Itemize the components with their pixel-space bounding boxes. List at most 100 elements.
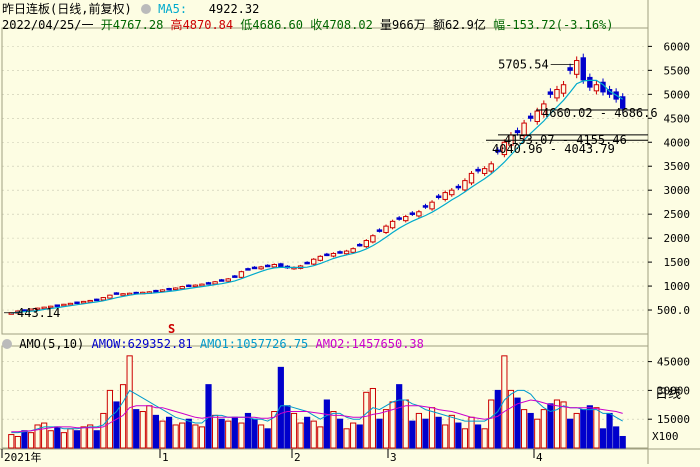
price-tick-label: 2500	[664, 208, 691, 221]
volume-bar	[474, 424, 482, 449]
volume-bar	[27, 432, 35, 449]
candle-body	[350, 248, 356, 253]
candle-body	[587, 76, 593, 88]
volume-bar	[146, 405, 153, 449]
volume-bar	[80, 426, 87, 449]
ma5-label: MA5:	[158, 2, 188, 16]
amo2-label: AMO2:	[315, 337, 352, 351]
low-label: 低	[240, 18, 253, 32]
volume-bar	[87, 424, 94, 449]
candle-body	[383, 225, 389, 233]
candle-body	[554, 89, 560, 99]
volume-bar	[488, 399, 495, 449]
volume-bar	[54, 426, 61, 449]
candle-body	[620, 96, 626, 109]
candle-body	[541, 103, 547, 115]
info-circle-icon[interactable]	[140, 4, 151, 14]
s-marker: S	[168, 322, 175, 336]
volume-bar	[396, 384, 403, 449]
candle-body	[488, 163, 494, 172]
volume-bar	[258, 424, 265, 449]
volume-bar	[435, 416, 442, 449]
period-label: 日线	[655, 387, 681, 402]
volume-bar	[244, 412, 252, 449]
volume-bar	[8, 434, 15, 449]
price-tick-label: 5000	[664, 88, 691, 101]
info-circle-icon[interactable]	[2, 339, 12, 349]
amo-indicator[interactable]: AMO(5,10)	[19, 337, 85, 351]
volume-bar	[218, 418, 225, 449]
candle-body	[153, 289, 159, 293]
volume-bar	[323, 399, 330, 449]
candle-body	[527, 115, 534, 119]
candle-body	[179, 286, 185, 290]
candle-body	[396, 217, 402, 220]
volume-bar	[126, 355, 133, 449]
close-label: 收	[310, 18, 323, 32]
candle-body	[304, 261, 310, 265]
volume-bar	[251, 418, 258, 449]
axes: 6000550050004500400035003000250020001500…	[1, 40, 691, 464]
vol-value: 966万	[392, 18, 426, 32]
candle-body	[192, 284, 199, 288]
price-panel-frame	[1, 27, 649, 335]
volume-bar	[376, 418, 383, 449]
volume-bar	[461, 428, 469, 449]
candle-body	[264, 264, 271, 268]
candle-body	[74, 301, 80, 305]
volume-bar	[106, 389, 114, 449]
volume-bar	[468, 416, 475, 449]
volume-bar	[60, 432, 67, 449]
candle-body	[573, 60, 580, 75]
volume-bar	[343, 428, 350, 449]
volume-bars	[8, 355, 626, 449]
volume-bar	[540, 409, 547, 449]
min-label: 443.14	[17, 306, 60, 320]
candle-body	[462, 180, 468, 191]
candle-body	[547, 91, 554, 95]
volume-bar	[448, 414, 455, 449]
candle-body	[343, 250, 350, 255]
candle-body	[61, 303, 67, 307]
price-tick-label: 3000	[664, 184, 691, 197]
chart-title: 昨日连板(日线,前复权)	[2, 2, 132, 16]
volume-bar	[455, 422, 462, 449]
volume-bar	[34, 424, 41, 449]
candle-body	[442, 192, 448, 200]
candle-body	[455, 185, 462, 189]
price-tick-label: 1500	[664, 256, 691, 269]
volume-bar	[350, 422, 357, 449]
candle-body	[363, 240, 370, 248]
volume-bar	[47, 430, 54, 449]
volume-bar	[514, 397, 521, 449]
volume-bar	[225, 420, 232, 449]
volume-bar	[271, 411, 278, 449]
candle-body	[186, 284, 192, 288]
candle-body	[87, 299, 93, 303]
volume-bar	[41, 422, 48, 449]
candle-body	[468, 172, 475, 184]
candle-body	[403, 216, 409, 222]
candle-body	[225, 278, 231, 282]
amow-label: AMOW:	[91, 337, 128, 351]
volume-bar	[231, 416, 238, 449]
volume-tick-label: 15000	[657, 413, 690, 426]
candle-body	[94, 298, 100, 302]
price-tick-label: 1000	[664, 280, 691, 293]
candle-body	[416, 211, 422, 217]
candle-body	[521, 122, 527, 137]
volume-bar	[520, 409, 528, 449]
candle-body	[48, 305, 54, 309]
volume-bar	[238, 422, 245, 449]
amo1-value: 1057726.75	[236, 337, 309, 351]
candle-body	[534, 110, 540, 123]
volume-bar	[133, 409, 140, 449]
volume-bar	[139, 411, 146, 449]
volume-bar	[613, 426, 620, 449]
volume-bar	[567, 418, 574, 449]
amo2-value: 1457650.38	[351, 337, 424, 351]
volume-bar	[310, 420, 317, 449]
